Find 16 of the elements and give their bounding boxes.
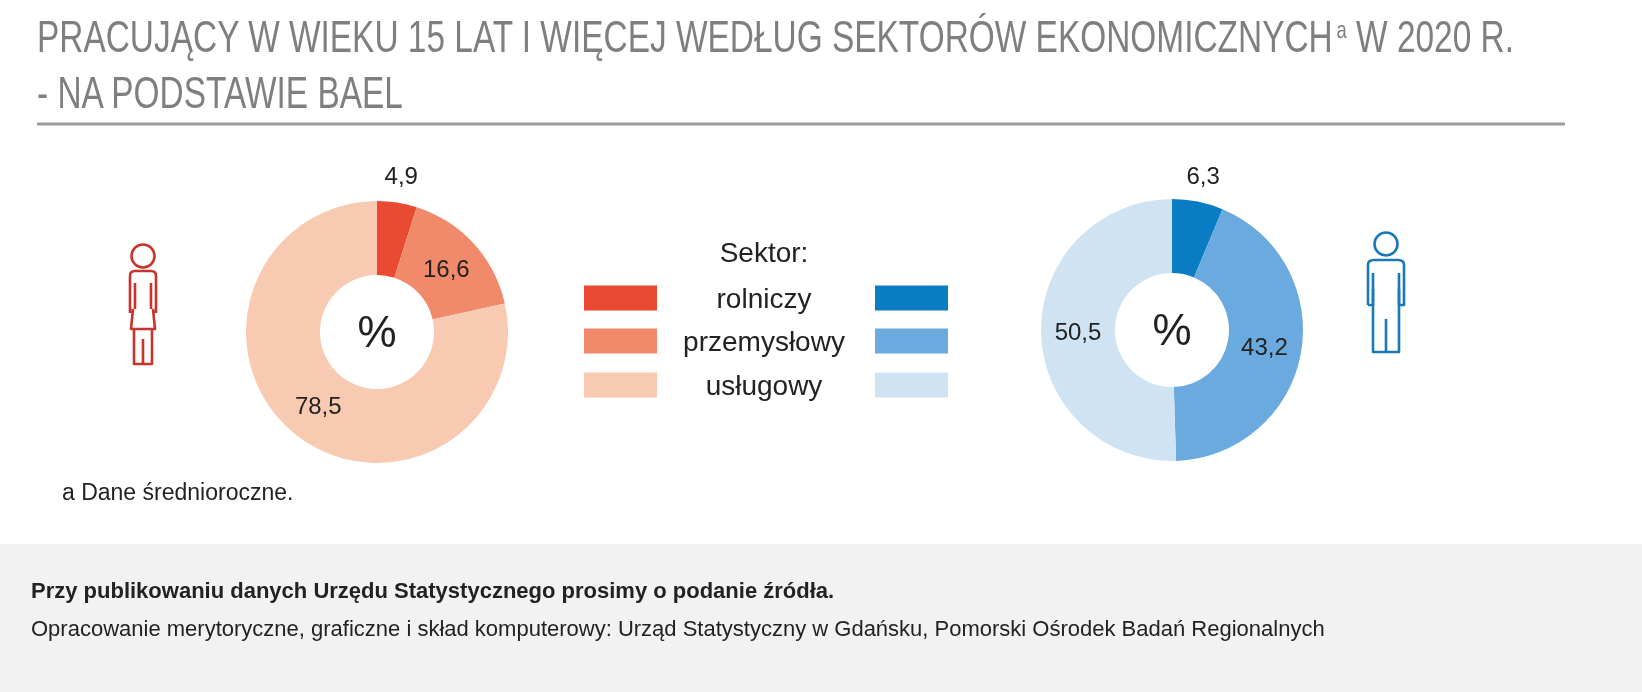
text: Przy publikowaniu danych Urzędu Statystycznego prosimy o podanie źródła. [31, 578, 835, 603]
legend-label: usługowy [705, 369, 823, 401]
text: % [1152, 305, 1192, 355]
legend-label: przemysłowy [683, 325, 845, 357]
data-label: 4,9 [384, 162, 418, 190]
data-label: 50,5 [1054, 317, 1102, 345]
legend-label: rolniczy [716, 282, 812, 314]
data-label: 43,2 [1241, 333, 1288, 361]
text: Opracowanie merytoryczne, graficzne i skład komputerowy: Urząd Statystyczny w Gdańsku, Pomorski Ośrodek Badań Regionalnych [31, 616, 1325, 641]
data-label: 16,6 [422, 254, 470, 282]
data-label: 78,5 [294, 391, 342, 419]
text: % [357, 307, 397, 357]
legend-title: Sektor: [719, 237, 809, 268]
chart-title: PRACUJĄCY W WIEKU 15 LAT I WIĘCEJ WEDŁUG SEKTORÓW EKONOMICZNYCH$^{a}$ W 2020 R. - NA PODSTAWIE BAEL [37, 12, 1514, 118]
data-label: 6,3 [1186, 161, 1220, 189]
text: a Dane średnioroczne. [62, 479, 294, 505]
